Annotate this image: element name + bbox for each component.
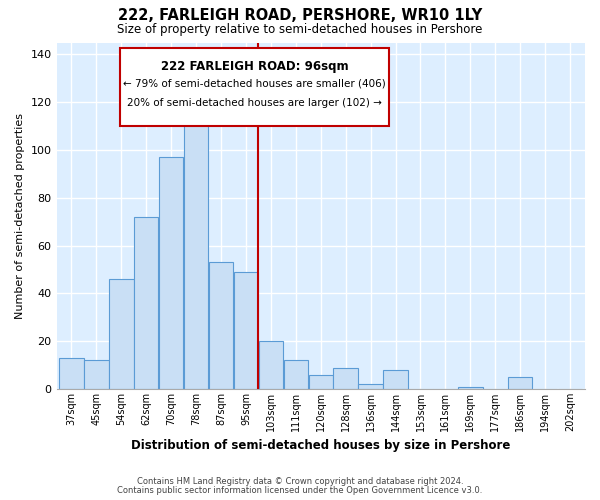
Bar	[184, 119, 208, 389]
Bar	[134, 217, 158, 389]
Text: 222 FARLEIGH ROAD: 96sqm: 222 FARLEIGH ROAD: 96sqm	[161, 60, 349, 73]
Bar	[358, 384, 383, 389]
Text: Contains public sector information licensed under the Open Government Licence v3: Contains public sector information licen…	[118, 486, 482, 495]
Bar	[334, 368, 358, 389]
Bar	[308, 374, 333, 389]
Bar	[383, 370, 408, 389]
FancyBboxPatch shape	[120, 48, 389, 126]
Bar	[209, 262, 233, 389]
Bar	[109, 279, 134, 389]
Text: ← 79% of semi-detached houses are smaller (406): ← 79% of semi-detached houses are smalle…	[124, 79, 386, 89]
Bar	[234, 272, 258, 389]
Bar	[259, 341, 283, 389]
Y-axis label: Number of semi-detached properties: Number of semi-detached properties	[15, 113, 25, 319]
X-axis label: Distribution of semi-detached houses by size in Pershore: Distribution of semi-detached houses by …	[131, 440, 511, 452]
Bar	[159, 157, 184, 389]
Text: Contains HM Land Registry data © Crown copyright and database right 2024.: Contains HM Land Registry data © Crown c…	[137, 477, 463, 486]
Text: Size of property relative to semi-detached houses in Pershore: Size of property relative to semi-detach…	[118, 22, 482, 36]
Text: 20% of semi-detached houses are larger (102) →: 20% of semi-detached houses are larger (…	[127, 98, 382, 108]
Bar	[508, 377, 532, 389]
Bar	[284, 360, 308, 389]
Text: 222, FARLEIGH ROAD, PERSHORE, WR10 1LY: 222, FARLEIGH ROAD, PERSHORE, WR10 1LY	[118, 8, 482, 22]
Bar	[84, 360, 109, 389]
Bar	[59, 358, 84, 389]
Bar	[458, 386, 482, 389]
